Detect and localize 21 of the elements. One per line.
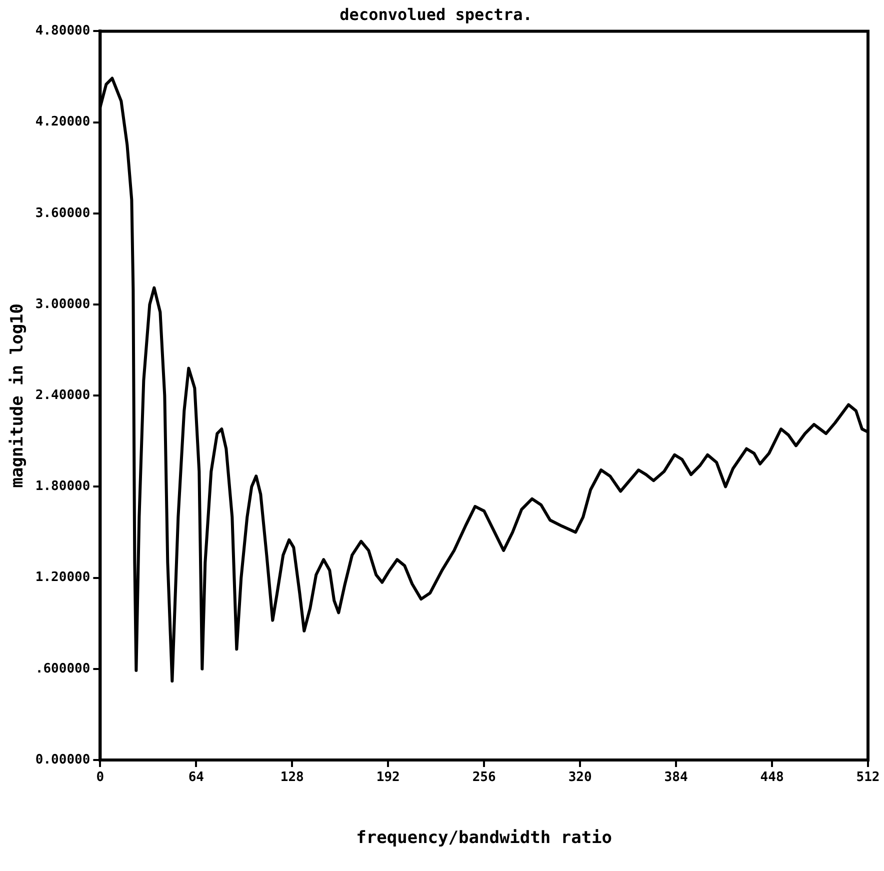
x-tick-label: 448	[760, 770, 784, 786]
x-tick-label: 64	[188, 770, 204, 786]
y-tick-label: 0.00000	[35, 752, 90, 768]
x-tick-label: 320	[568, 770, 592, 786]
x-tick-label: 0	[96, 770, 104, 786]
x-tick-label: 256	[472, 770, 496, 786]
x-tick-label: 384	[664, 770, 688, 786]
chart-title: deconvolued spectra.	[340, 4, 532, 24]
y-tick-label: .600000	[35, 661, 90, 676]
y-axis-title: magnitude in log10	[8, 303, 28, 488]
x-axis-title: frequency/bandwidth ratio	[356, 828, 612, 848]
y-tick-label: 2.40000	[35, 388, 90, 403]
y-tick-label: 4.80000	[35, 24, 90, 39]
x-tick-label: 128	[280, 770, 304, 786]
y-tick-label: 3.60000	[35, 206, 90, 221]
y-tick-label: 1.80000	[35, 479, 90, 494]
x-tick-label: 192	[376, 770, 400, 786]
x-tick-label: 512	[856, 770, 880, 786]
y-tick-label: 1.20000	[35, 570, 90, 586]
y-tick-label: 4.20000	[35, 114, 90, 130]
y-tick-label: 3.00000	[35, 296, 90, 312]
